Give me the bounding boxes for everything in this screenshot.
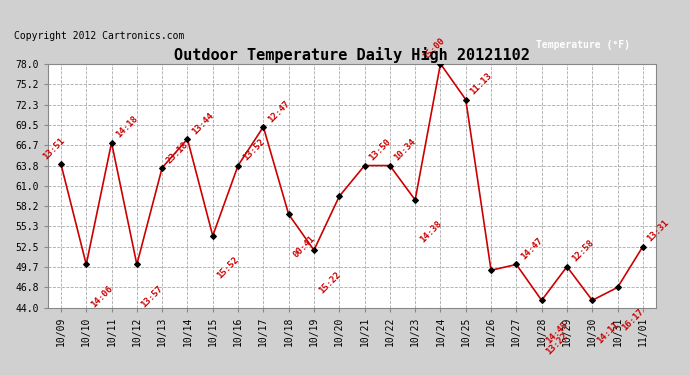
Text: 15:22: 15:22 (317, 270, 342, 295)
Point (308, 247, 319, 253)
Text: Copyright 2012 Cartronics.com: Copyright 2012 Cartronics.com (14, 32, 184, 41)
Text: 23:18: 23:18 (165, 140, 190, 165)
Point (384, 162, 395, 168)
Text: 13:22: 13:22 (544, 331, 570, 356)
Point (131, 261, 142, 267)
Text: 14:06: 14:06 (89, 284, 115, 309)
Point (283, 211, 294, 217)
Text: 12:47: 12:47 (266, 99, 291, 124)
Point (511, 261, 522, 267)
Text: 15:52: 15:52 (215, 255, 241, 280)
Point (435, 61, 446, 67)
Point (410, 197, 421, 203)
Text: 14:45: 14:45 (544, 320, 570, 345)
Point (536, 297, 547, 303)
Text: 10:34: 10:34 (393, 137, 418, 163)
Text: 13:50: 13:50 (367, 137, 393, 163)
Point (182, 136, 193, 142)
Point (207, 233, 218, 239)
Point (586, 297, 598, 303)
Point (233, 162, 244, 168)
Text: 14:47: 14:47 (519, 236, 544, 262)
Point (562, 264, 573, 270)
Text: 13:57: 13:57 (139, 284, 165, 309)
Text: 00:41: 00:41 (291, 234, 317, 259)
Text: 13:51: 13:51 (41, 136, 67, 161)
Point (486, 267, 497, 273)
Text: 12:58: 12:58 (570, 238, 595, 264)
Point (460, 97, 471, 103)
Point (359, 162, 370, 168)
Text: 14:38: 14:38 (418, 219, 443, 245)
Point (106, 140, 117, 146)
Text: 16:17: 16:17 (620, 307, 646, 332)
Point (612, 284, 623, 290)
Point (81, 261, 92, 267)
Text: 15:00: 15:00 (421, 36, 446, 61)
Text: 14:11: 14:11 (595, 320, 620, 345)
Text: 14:18: 14:18 (115, 114, 139, 140)
Point (334, 194, 345, 200)
Point (638, 244, 649, 250)
Title: Outdoor Temperature Daily High 20121102: Outdoor Temperature Daily High 20121102 (174, 46, 530, 63)
Point (157, 165, 168, 171)
Text: Temperature (°F): Temperature (°F) (536, 40, 630, 50)
Text: 13:31: 13:31 (646, 218, 671, 244)
Point (258, 124, 269, 130)
Text: 13:44: 13:44 (190, 111, 215, 136)
Text: 11:13: 11:13 (469, 72, 494, 97)
Text: 13:52: 13:52 (241, 137, 266, 163)
Point (55, 161, 66, 167)
